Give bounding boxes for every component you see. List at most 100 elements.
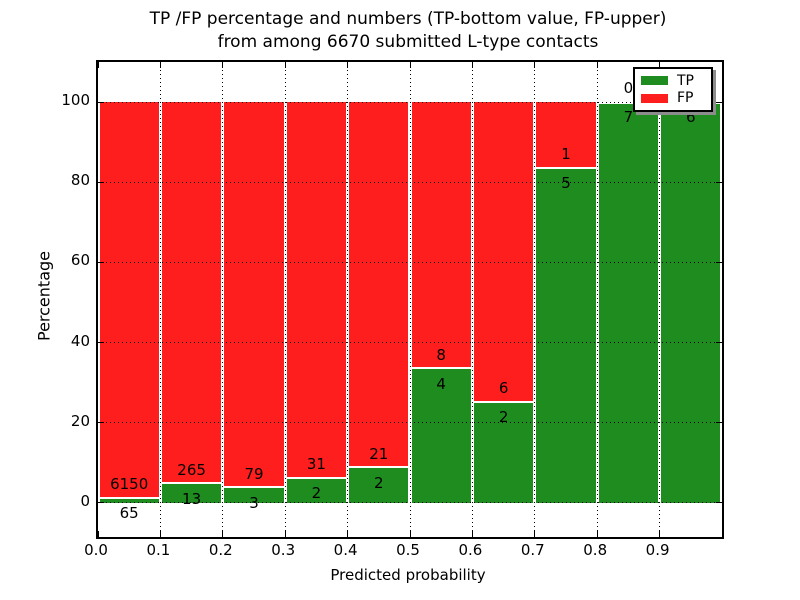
chart-title-line1: TP /FP percentage and numbers (TP-bottom…	[149, 9, 667, 29]
y-tick-label: 80	[70, 171, 90, 190]
bar-segment-tp	[349, 468, 409, 503]
bar-segment-fp	[411, 102, 471, 370]
x-tick-label: 0.0	[84, 541, 108, 559]
fp-count-label: 8	[436, 345, 446, 364]
x-tick-mark	[159, 62, 161, 68]
vertical-gridline	[222, 62, 224, 537]
fp-count-label: 31	[306, 455, 326, 474]
y-tick-mark	[98, 101, 104, 103]
y-tick-label: 0	[80, 491, 90, 510]
y-tick-mark	[98, 261, 104, 263]
legend: TP FP	[633, 67, 713, 112]
fp-count-label: 21	[369, 444, 389, 463]
x-tick-mark	[97, 531, 99, 537]
y-tick-mark	[716, 101, 722, 103]
bar-segment-tp	[99, 498, 159, 503]
tp-count-label: 2	[311, 484, 322, 503]
x-tick-mark	[659, 62, 661, 68]
legend-label: FP	[677, 90, 694, 107]
bar-segment-tp	[161, 484, 222, 503]
fp-count-label: 79	[244, 464, 264, 483]
y-tick-label: 20	[70, 411, 90, 430]
bar-segment-tp	[598, 102, 659, 503]
legend-swatch-tp	[641, 76, 668, 86]
y-tick-label: 100	[61, 91, 90, 110]
legend-label: TP	[677, 72, 694, 89]
y-tick-mark	[716, 261, 722, 263]
bar-segment-fp	[99, 102, 159, 499]
legend-item-fp: FP	[641, 90, 705, 106]
y-tick-mark	[98, 422, 104, 424]
bar-segment-fp	[473, 102, 534, 403]
y-tick-mark	[98, 181, 104, 183]
y-tick-mark	[98, 502, 104, 504]
y-tick-mark	[716, 342, 722, 344]
y-tick-label: 40	[70, 331, 90, 350]
bar-segment-fp	[161, 102, 222, 485]
vertical-gridline	[409, 62, 411, 537]
tp-count-label: 2	[374, 473, 384, 492]
x-tick-mark	[409, 62, 411, 68]
bar-segment-tp	[286, 478, 347, 503]
x-tick-mark	[284, 531, 286, 537]
legend-swatch-fp	[641, 93, 668, 103]
horizontal-gridline	[98, 502, 722, 504]
bar-segment-tp	[473, 402, 534, 503]
tp-count-label: 65	[119, 504, 139, 523]
x-tick-mark	[596, 531, 598, 537]
x-tick-label: 0.6	[458, 541, 483, 559]
x-tick-mark	[471, 531, 473, 537]
y-tick-mark	[716, 422, 722, 424]
vertical-gridline	[347, 62, 349, 537]
x-tick-mark	[284, 62, 286, 68]
vertical-gridline	[596, 62, 598, 537]
y-tick-mark	[716, 502, 722, 504]
x-tick-mark	[159, 531, 161, 537]
x-tick-label: 0.7	[520, 541, 545, 559]
x-tick-label: 0.1	[146, 541, 171, 559]
tp-count-label: 5	[561, 174, 571, 193]
bar-segment-fp	[224, 102, 284, 489]
x-tick-mark	[347, 62, 349, 68]
tp-count-label: 2	[498, 408, 509, 427]
x-axis-label: Predicted probability	[330, 566, 486, 584]
x-tick-label: 0.2	[208, 541, 233, 559]
vertical-gridline	[534, 62, 536, 537]
tp-count-label: 13	[182, 489, 202, 508]
x-tick-mark	[471, 62, 473, 68]
x-tick-mark	[222, 531, 224, 537]
fp-count-label: 265	[177, 460, 206, 479]
horizontal-gridline	[98, 261, 722, 263]
plot-area: 615065265137933122128462150706	[96, 60, 724, 539]
bar-segment-fp	[349, 102, 409, 469]
fp-count-label: 6150	[110, 475, 149, 494]
vertical-gridline	[159, 62, 161, 537]
x-tick-label: 0.9	[645, 541, 670, 559]
x-tick-mark	[347, 531, 349, 537]
fp-count-label: 6	[498, 379, 509, 398]
horizontal-gridline	[98, 342, 722, 344]
y-tick-mark	[716, 181, 722, 183]
vertical-gridline	[284, 62, 286, 537]
chart-title-line2: from among 6670 submitted L-type contact…	[217, 32, 599, 52]
horizontal-gridline	[98, 101, 722, 103]
x-tick-mark	[97, 62, 99, 68]
x-tick-mark	[409, 531, 411, 537]
legend-item-tp: TP	[641, 73, 705, 89]
horizontal-gridline	[98, 422, 722, 424]
x-tick-mark	[534, 62, 536, 68]
vertical-gridline	[659, 62, 661, 537]
bar-segment-tp	[411, 369, 471, 503]
tp-count-label: 4	[436, 374, 446, 393]
tp-count-label: 6	[686, 107, 696, 126]
x-tick-mark	[659, 531, 661, 537]
y-tick-label: 60	[70, 251, 90, 270]
x-tick-mark	[596, 62, 598, 68]
x-tick-mark	[534, 531, 536, 537]
fp-count-label: 0	[623, 78, 634, 97]
x-tick-label: 0.8	[583, 541, 608, 559]
y-tick-mark	[98, 342, 104, 344]
bar-segment-tp	[536, 168, 596, 503]
x-tick-mark	[222, 62, 224, 68]
